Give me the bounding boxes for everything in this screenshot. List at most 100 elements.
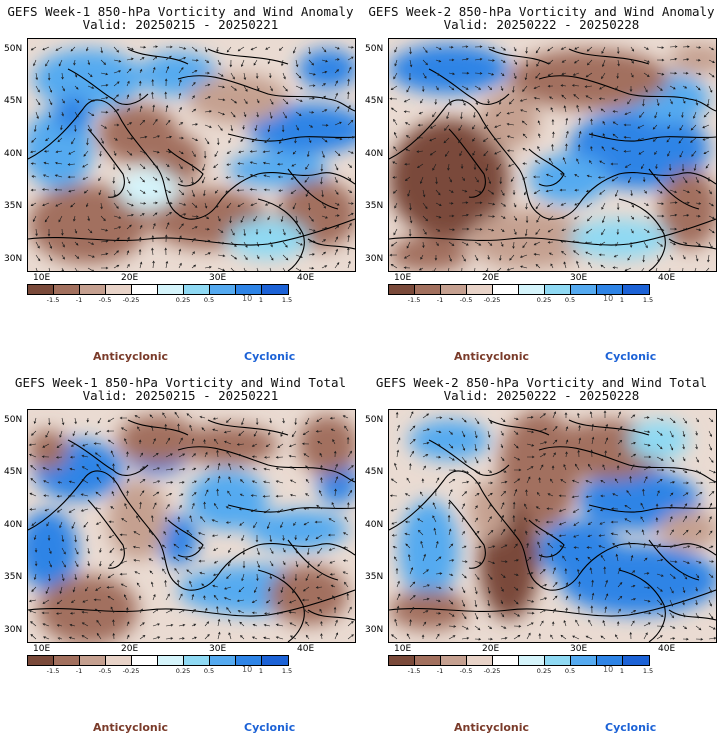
wind-arrow bbox=[533, 175, 541, 179]
wind-arrow bbox=[56, 494, 63, 498]
wind-arrow bbox=[30, 202, 37, 206]
wind-arrow bbox=[496, 267, 502, 271]
wind-arrow bbox=[461, 636, 470, 640]
wind-arrow bbox=[390, 85, 398, 91]
colorbar-tick-label: 0.5 bbox=[203, 296, 215, 304]
wind-arrow bbox=[708, 530, 713, 536]
wind-arrow bbox=[695, 443, 698, 450]
wind-arrow bbox=[448, 456, 455, 461]
wind-arrow bbox=[229, 59, 233, 68]
panel-title: GEFS Week-1 850-hPa Vorticity and Wind T… bbox=[14, 375, 347, 390]
wind-arrow bbox=[458, 124, 463, 132]
colorbar-tick-label: -0.25 bbox=[483, 667, 501, 675]
wind-arrow bbox=[404, 493, 411, 497]
colorbar-tick-label: -1 bbox=[75, 296, 83, 304]
wind-arrow bbox=[119, 560, 128, 564]
colorbar-tick-label: -1.5 bbox=[407, 296, 421, 304]
colorbar-tick-label: 0.5 bbox=[564, 667, 576, 675]
wind-arrow bbox=[578, 437, 582, 445]
wind-arrow bbox=[269, 547, 274, 555]
wind-arrow bbox=[189, 580, 193, 588]
wind-arrow bbox=[682, 545, 691, 549]
wind-arrow bbox=[708, 625, 716, 630]
wind-arrow bbox=[334, 121, 342, 126]
wind-arrow bbox=[133, 531, 141, 536]
wind-arrow bbox=[578, 117, 581, 126]
wind-arrow bbox=[432, 111, 437, 118]
wind-arrow bbox=[151, 515, 154, 523]
wind-arrow bbox=[81, 479, 89, 484]
wind-arrow bbox=[107, 573, 115, 579]
wind-arrow bbox=[211, 519, 219, 523]
wind-arrow bbox=[241, 417, 245, 426]
wind-arrow bbox=[630, 189, 633, 197]
wind-arrow bbox=[535, 263, 541, 269]
wind-arrow bbox=[138, 92, 142, 100]
wind-arrow bbox=[390, 508, 398, 512]
wind-arrow bbox=[70, 443, 76, 447]
colorbar-tick-label: 1 bbox=[258, 296, 264, 304]
wind-arrow bbox=[308, 137, 312, 144]
wind-arrow bbox=[708, 72, 715, 78]
wind-arrow bbox=[604, 593, 609, 601]
wind-arrow bbox=[623, 136, 632, 139]
wind-arrow bbox=[113, 137, 118, 141]
wind-arrow bbox=[433, 527, 437, 536]
wind-arrow bbox=[461, 98, 466, 106]
wind-arrow bbox=[391, 521, 398, 525]
wind-arrow bbox=[165, 504, 170, 510]
colorbar-segment bbox=[184, 285, 210, 294]
wind-arrow bbox=[623, 150, 632, 153]
wind-arrow bbox=[99, 547, 102, 553]
wind-arrow bbox=[328, 518, 336, 523]
wind-arrow bbox=[615, 634, 619, 640]
wind-arrow bbox=[616, 46, 620, 55]
wind-arrow bbox=[612, 493, 619, 497]
wind-arrow bbox=[42, 467, 50, 471]
wind-arrow bbox=[35, 267, 38, 271]
wind-arrow bbox=[705, 267, 710, 271]
wind-arrow bbox=[578, 130, 582, 139]
wind-arrow bbox=[550, 478, 554, 484]
wind-arrow bbox=[703, 150, 710, 154]
wind-arrow bbox=[640, 516, 645, 523]
wind-arrow bbox=[681, 163, 685, 172]
wind-arrow bbox=[189, 515, 193, 523]
wind-arrow bbox=[204, 110, 212, 113]
wind-arrow bbox=[612, 133, 619, 139]
wind-arrow bbox=[419, 491, 424, 497]
wind-arrow bbox=[538, 633, 542, 640]
wind-arrow bbox=[586, 59, 593, 66]
wind-arrow bbox=[56, 624, 63, 627]
wind-arrow bbox=[513, 46, 517, 52]
wind-arrow bbox=[500, 625, 507, 629]
wind-arrow bbox=[435, 455, 442, 459]
wind-arrow bbox=[252, 623, 258, 627]
colorbar-segment bbox=[545, 656, 571, 665]
wind-arrow bbox=[487, 189, 495, 195]
wind-arrow bbox=[409, 411, 414, 419]
wind-arrow bbox=[475, 481, 482, 485]
wind-arrow bbox=[405, 135, 411, 139]
wind-arrow bbox=[57, 481, 63, 484]
wind-arrow bbox=[126, 621, 130, 627]
wind-arrow bbox=[461, 545, 467, 549]
wind-arrow bbox=[217, 462, 221, 471]
wind-arrow bbox=[85, 202, 89, 208]
wind-arrow bbox=[571, 84, 580, 87]
wind-arrow bbox=[152, 260, 155, 269]
wind-arrow bbox=[500, 417, 506, 423]
wind-arrow bbox=[191, 59, 199, 62]
wind-arrow bbox=[82, 443, 89, 447]
wind-arrow bbox=[550, 634, 554, 640]
wind-arrow bbox=[612, 542, 619, 549]
wind-arrow bbox=[535, 72, 541, 79]
wind-arrow bbox=[217, 631, 221, 640]
wind-arrow bbox=[303, 586, 310, 592]
wind-arrow bbox=[586, 174, 593, 178]
wind-arrow bbox=[708, 85, 713, 93]
wind-arrow bbox=[165, 481, 174, 484]
wind-arrow bbox=[586, 215, 593, 222]
wind-arrow bbox=[204, 477, 210, 484]
wind-arrow bbox=[461, 531, 465, 536]
